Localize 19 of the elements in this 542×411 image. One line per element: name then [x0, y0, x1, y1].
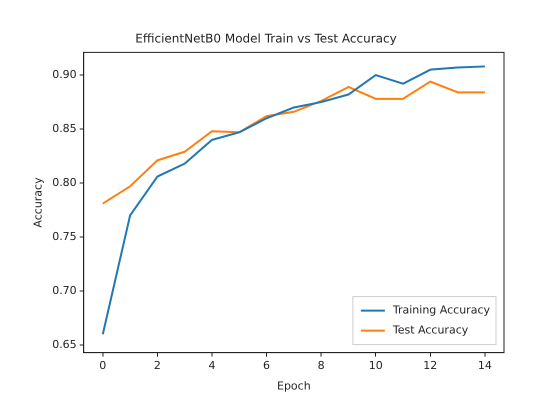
legend-label: Test Accuracy: [392, 323, 469, 336]
y-tick-label: 0.90: [52, 68, 77, 81]
chart-title: EfficientNetB0 Model Train vs Test Accuracy: [135, 31, 397, 46]
x-tick-label: 12: [423, 359, 438, 372]
x-tick-label: 6: [263, 359, 270, 372]
legend-label: Training Accuracy: [392, 303, 490, 316]
y-tick-label: 0.85: [52, 122, 77, 135]
x-tick-label: 0: [99, 359, 106, 372]
x-tick-label: 2: [154, 359, 161, 372]
y-tick-label: 0.80: [52, 176, 77, 189]
y-axis-title: Accuracy: [31, 176, 44, 228]
x-axis-title: Epoch: [277, 379, 311, 392]
y-tick-label: 0.65: [52, 338, 77, 351]
y-tick-label: 0.70: [52, 284, 77, 297]
x-tick-label: 8: [318, 359, 325, 372]
x-tick-label: 4: [208, 359, 216, 372]
x-tick-label: 14: [478, 359, 492, 372]
y-tick-label: 0.75: [52, 230, 77, 243]
x-tick-label: 10: [368, 359, 383, 372]
